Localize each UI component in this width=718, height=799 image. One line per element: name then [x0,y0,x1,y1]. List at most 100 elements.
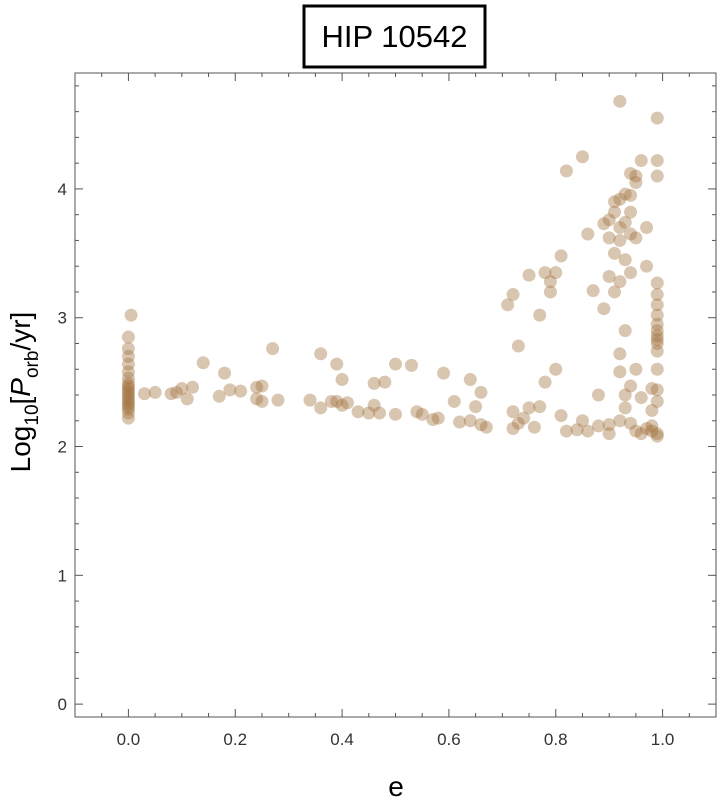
data-point [640,421,654,435]
data-point [121,342,135,356]
data-point [613,275,627,289]
data-point [650,169,664,183]
y-tick-label: 0 [58,695,67,714]
data-point [479,420,493,434]
data-point [137,387,151,401]
data-point [613,414,627,428]
data-point [602,270,616,284]
data-point [554,249,568,263]
data-point [650,336,664,350]
data-point [121,387,135,401]
data-point [121,411,135,425]
data-point [389,357,402,371]
data-point [559,164,573,178]
data-point [613,94,627,108]
data-point [650,394,664,408]
data-point [650,111,664,125]
data-point [121,402,135,416]
data-point [650,317,664,331]
data-point [121,349,135,363]
data-point [378,375,392,389]
data-point [575,414,589,428]
data-point [597,217,611,231]
data-point [121,382,135,396]
data-point [650,329,664,343]
data-point [234,384,248,398]
data-point [575,150,589,164]
data-point [533,400,547,414]
y-axis-title-prefix: Log [5,426,36,473]
data-point [613,347,627,361]
data-point [650,154,664,168]
data-point [340,396,354,410]
data-point [613,365,627,379]
data-point [180,392,194,406]
y-tick-label: 1 [58,566,67,585]
data-point [121,397,135,411]
y-tick-label: 3 [58,309,67,328]
data-point [602,418,616,432]
data-point [650,298,664,312]
data-point [538,375,552,389]
data-point [624,416,638,430]
data-points [121,94,664,443]
data-point [463,373,477,387]
data-point [506,288,520,302]
data-point [618,215,632,229]
data-point [447,394,461,408]
data-point [634,391,648,405]
data-point [324,394,338,408]
data-point [314,347,328,361]
data-point [581,227,595,241]
data-point [121,389,135,403]
data-point [426,412,440,426]
data-point [629,175,643,189]
data-point [608,246,622,260]
data-point [121,384,135,398]
x-tick-label: 0.6 [437,730,461,749]
data-point [362,406,376,420]
data-point [650,288,664,302]
data-point [522,268,536,282]
data-point [335,398,349,412]
data-point [533,308,547,322]
y-axis-title: Log10[Porb/yr] [5,312,43,473]
data-point [335,373,349,387]
y-axis-title-prefix-sub: 10 [22,404,43,425]
data-point [624,205,638,219]
data-point [463,414,477,428]
x-tick-label: 0.8 [544,730,568,749]
data-point [517,411,531,425]
data-point [634,154,648,168]
data-point [618,253,632,267]
y-tick-label: 4 [58,180,67,199]
data-point [618,187,632,201]
y-axis-title-var-sub: orb [22,351,43,378]
data-point [618,401,632,415]
data-point [506,405,520,419]
data-point [121,394,135,408]
data-point [650,383,664,397]
data-point [608,205,622,219]
data-point [650,427,664,441]
data-point [453,415,467,429]
data-point [645,424,659,438]
x-tick-label: 0.4 [330,730,354,749]
data-point [650,324,664,338]
x-axis: 0.0 0.2 0.4 0.6 0.8 1.0 [101,73,690,749]
data-point [121,376,135,390]
data-point [602,213,616,227]
data-point [538,266,552,280]
data-point [223,383,237,397]
data-point [597,302,611,316]
data-point [624,166,638,180]
data-point [543,275,557,289]
data-point [640,221,654,235]
data-point [602,231,616,245]
data-point [629,424,643,438]
data-point [650,362,664,376]
data-point [266,342,280,356]
data-point [511,416,525,430]
data-point [624,266,638,280]
